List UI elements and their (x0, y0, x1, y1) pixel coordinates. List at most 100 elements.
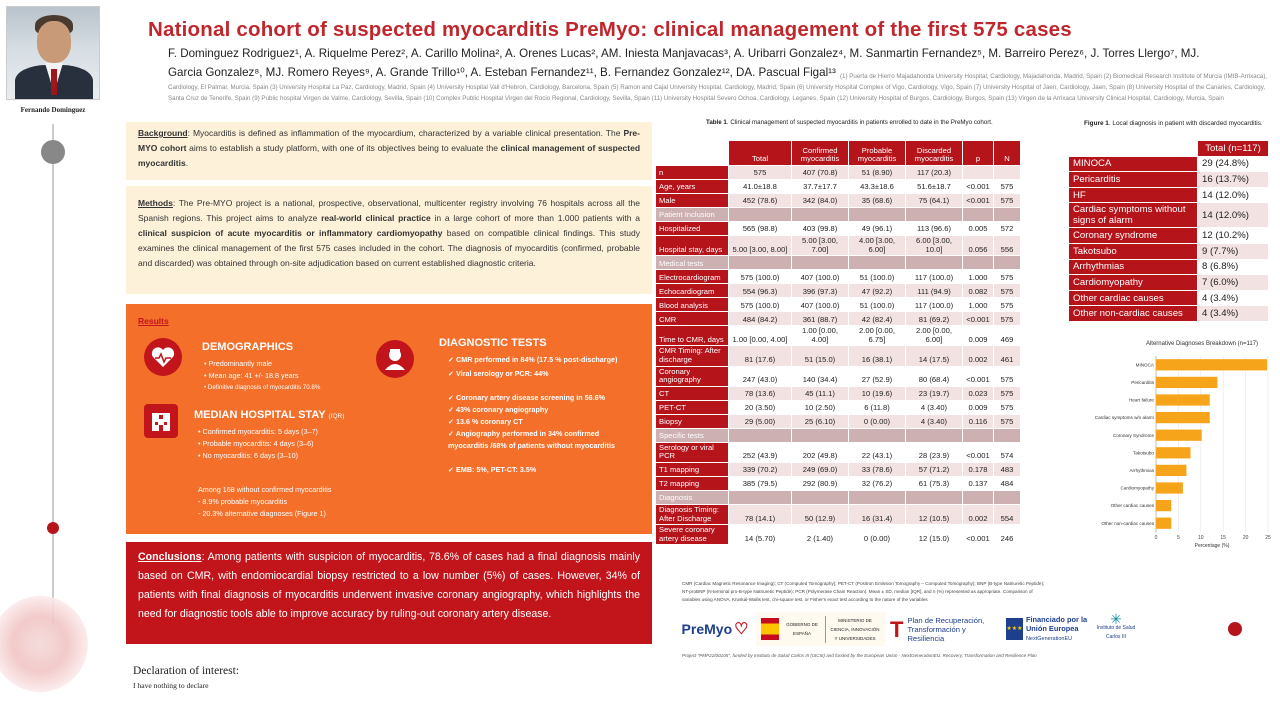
table2-row-label: Arrhythmias (1069, 259, 1197, 275)
table1-row-label: Patient Inclusion (656, 208, 728, 221)
ministerio-text: MINISTERIO DE CIENCIA, INNOVACIÓN Y UNIV… (825, 615, 881, 643)
chart-y-tick-label: Cardiomyopathy (1121, 486, 1155, 491)
table1-header-cell (656, 141, 728, 165)
table1-row-label: n (656, 166, 728, 179)
table1-cell: 575 (729, 166, 791, 179)
table2-row: Cardiomyopathy 7 (6.0%) (1069, 275, 1268, 290)
table1-cell: 249 (69.0) (792, 462, 848, 476)
table1-cell: <0.001 (963, 366, 993, 386)
table1-row-label: T1 mapping (656, 462, 728, 476)
table2-row-label: MINOCA (1069, 156, 1197, 172)
table1-cell: <0.001 (963, 312, 993, 326)
table1-section-row: Specific tests (656, 428, 1020, 442)
decorative-dot-right (1228, 622, 1242, 636)
table2-row: HF 14 (12.0%) (1069, 187, 1268, 203)
table1-cell: 575 (994, 284, 1020, 298)
table1-cell (994, 208, 1020, 221)
methods-bold: clinical suspicion of acute myocarditis … (138, 228, 443, 238)
test-item: ✓ 43% coronary angiography (448, 405, 549, 414)
table2-row: Cardiac symptoms without signs of alarm 1… (1069, 203, 1268, 228)
table1-cell: 75 (64.1) (906, 194, 962, 207)
table1-cell: 575 (994, 270, 1020, 284)
chart-x-tick-label: 20 (1243, 535, 1249, 541)
table1-cell (906, 428, 962, 442)
table1-cell: 2.00 [0.00, 6.00] (906, 326, 962, 346)
table1-cell: 292 (80.9) (792, 476, 848, 490)
table1-cell (994, 166, 1020, 179)
demographics-item: • Definitive diagnosis of myocarditis 70… (204, 384, 321, 391)
table1-caption: Table 1. Clinical management of suspecte… (706, 119, 993, 126)
table2: Total (n=117) MINOCA 29 (24.8%) Pericarditi… (1068, 140, 1269, 322)
table1-cell: <0.001 (963, 442, 993, 462)
gobierno-logo: GOBIERNO DE ESPAÑA MINISTERIO DE CIENCIA… (756, 612, 886, 646)
table1-cell: 81 (69.2) (906, 312, 962, 326)
demographics-list: • Predominantly male • Mean age: 41 +/- … (204, 358, 320, 394)
table1-header-cell: Probable myocarditis (849, 141, 905, 165)
poster-title: National cohort of suspected myocarditis… (148, 18, 1072, 41)
table1-cell: 16 (31.4) (849, 504, 905, 525)
premyo-logo: PreMyo ♡ (682, 612, 749, 646)
table1-cell: 6 (11.8) (849, 400, 905, 414)
table1-row-label: Specific tests (656, 428, 728, 442)
table1-cell: 0.002 (963, 504, 993, 525)
chart-y-tick-label: Heart failure (1129, 398, 1154, 403)
table1-cell: 33 (78.6) (849, 462, 905, 476)
without-item: - 8.9% probable myocarditis (198, 497, 288, 506)
check-icon: ✓ (448, 465, 457, 474)
table1-cell: 2.00 [0.00, 6.75] (849, 326, 905, 346)
table1-cell (994, 428, 1020, 442)
demographics-item: • Predominantly male (204, 359, 273, 368)
chart-bar (1156, 359, 1268, 371)
table2-row-label: Cardiomyopathy (1069, 275, 1197, 290)
table1-cell: 385 (79.5) (729, 476, 791, 490)
without-myocarditis-list: Among 168 without confirmed myocarditis … (198, 484, 331, 520)
table1-row: Biopsy 29 (5.00) 25 (6.10) 0 (0.00) 4 (3.40)… (656, 414, 1020, 428)
table1-row-label: Biopsy (656, 414, 728, 428)
timeline-line (52, 124, 54, 624)
table1-cell: 41.0±18.8 (729, 180, 791, 193)
table1-row-label: Medical tests (656, 256, 728, 270)
chart-y-tick-label: Arrhythmias (1129, 468, 1154, 473)
table1-cell: 78 (14.1) (729, 504, 791, 525)
table1-row: T1 mapping 339 (70.2) 249 (69.0) 33 (78.6) 5… (656, 462, 1020, 476)
timeline-dot-bottom (47, 522, 59, 534)
table1-row-label: Male (656, 194, 728, 207)
table1-cell: 49 (96.1) (849, 222, 905, 235)
check-icon: ✓ (448, 417, 457, 426)
table1-row: n 575 407 (70.8) 51 (8.90) 117 (20.3) (656, 166, 1020, 179)
table1-cell: 554 (96.3) (729, 284, 791, 298)
table1-cell (906, 256, 962, 270)
stay-title-text: MEDIAN HOSPITAL STAY (194, 409, 326, 421)
table2-row-label: HF (1069, 187, 1197, 203)
table1-row: Age, years 41.0±18.8 37.7±17.7 43.3±18.6 51.… (656, 180, 1020, 193)
tr-mark-icon: T (890, 616, 904, 642)
table1-row-label: CT (656, 386, 728, 400)
table1-cell: 202 (49.8) (792, 442, 848, 462)
table1-cell (963, 490, 993, 504)
table1-cell: 4 (3.40) (906, 414, 962, 428)
table1-cell: 45 (11.1) (792, 386, 848, 400)
table2-row: Pericarditis 16 (13.7%) (1069, 172, 1268, 187)
table2-cell: 8 (6.8%) (1198, 259, 1268, 275)
chart-bar (1156, 394, 1210, 406)
table2-cell: 16 (13.7%) (1198, 172, 1268, 187)
table1-row: Diagnosis Timing: After Discharge 78 (14.… (656, 504, 1020, 525)
table1-cell: 575 (100.0) (729, 298, 791, 312)
table1-cell: 0.082 (963, 284, 993, 298)
table1-cell: 554 (994, 504, 1020, 525)
table1-cell: 23 (19.7) (906, 386, 962, 400)
table1-cell: 14 (5.70) (729, 525, 791, 545)
table1-cell: 4.00 [3.00, 6.00] (849, 236, 905, 256)
table1-cell: 0.009 (963, 400, 993, 414)
table1-row: Serology or viral PCR 252 (43.9) 202 (49.8… (656, 442, 1020, 462)
chart-y-tick-label: Other cardiac causes (1111, 503, 1155, 508)
background-text: : Myocarditis is defined as inflammation… (187, 128, 624, 138)
funding-note: Project "PMP22/00105", funded by Institu… (682, 653, 1037, 658)
table1-row-label: CMR Timing: After discharge (656, 346, 728, 366)
test-item: ✓ Viral serology or PCR: 44% (448, 369, 549, 378)
declaration-text: I have nothing to declare (133, 681, 209, 690)
table1-cell: 111 (94.9) (906, 284, 962, 298)
table1-row-label: Coronary angiography (656, 366, 728, 386)
table1-section-row: Diagnosis (656, 490, 1020, 504)
table1-cell: 5.00 [3.00, 7.00] (792, 236, 848, 256)
